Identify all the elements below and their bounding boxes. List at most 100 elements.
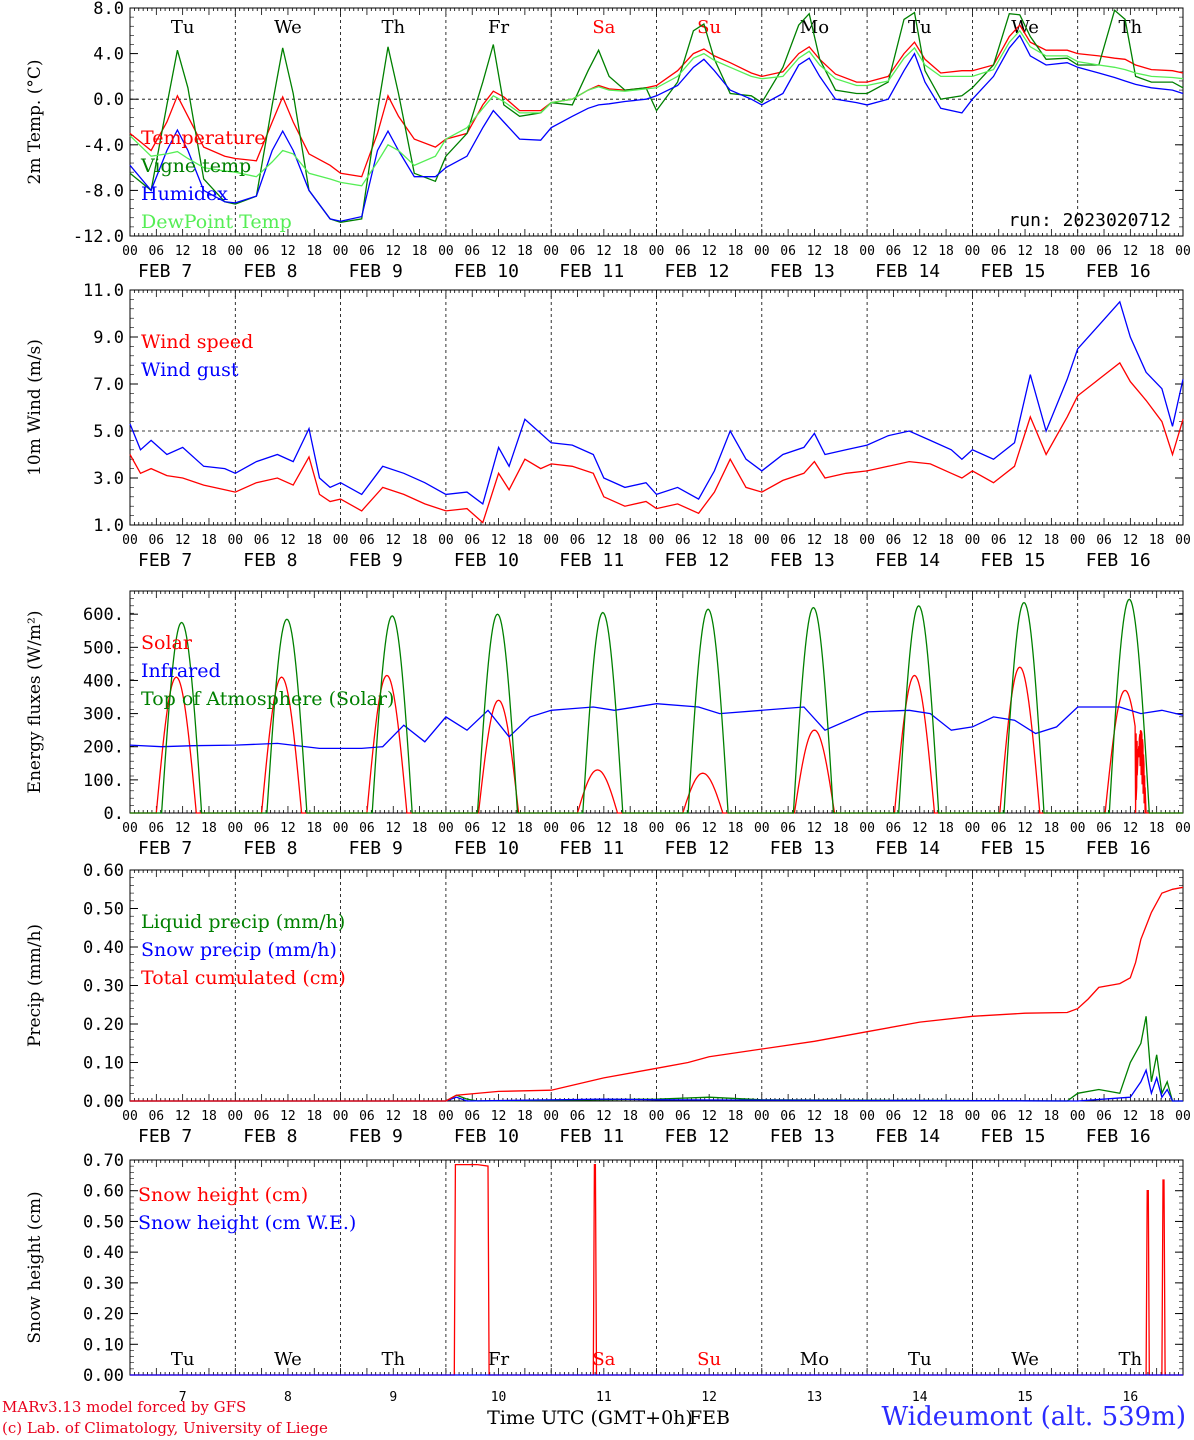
date-label: FEB 12 [665, 838, 730, 859]
date-label: FEB 10 [454, 261, 519, 282]
hour-label: 00 [543, 821, 559, 836]
hour-label: 18 [1149, 533, 1165, 548]
hour-label: 00 [333, 244, 349, 259]
hour-label: 12 [596, 533, 612, 548]
hour-label: 18 [201, 533, 217, 548]
hour-label: 00 [1175, 533, 1191, 548]
hour-label: 00 [649, 821, 665, 836]
y-tick-label: 0.30 [83, 1274, 124, 1294]
hour-label: 12 [385, 1109, 401, 1124]
run-annotation: run: 2023020712 [1008, 210, 1171, 231]
hour-label: 18 [938, 821, 954, 836]
hour-label: 12 [1123, 821, 1139, 836]
y-tick-label: 0.60 [83, 861, 124, 881]
hour-label: 18 [201, 244, 217, 259]
hour-label: 06 [1096, 244, 1112, 259]
hour-label: 12 [701, 1109, 717, 1124]
y-tick-label: 0.40 [83, 1243, 124, 1263]
hour-label: 18 [938, 1109, 954, 1124]
date-label: FEB 16 [1086, 550, 1151, 571]
lab-credit: (c) Lab. of Climatology, University of L… [2, 1419, 328, 1437]
hour-label: 18 [412, 533, 428, 548]
hour-label: 18 [1044, 244, 1060, 259]
hour-label: 12 [385, 244, 401, 259]
date-label: FEB 13 [770, 261, 835, 282]
hour-label: 00 [543, 244, 559, 259]
hour-label: 12 [701, 533, 717, 548]
hour-label: 18 [728, 821, 744, 836]
series-line-infrared [129, 703, 1184, 750]
hour-label: 12 [1123, 244, 1139, 259]
date-label: FEB 8 [243, 550, 297, 571]
y-tick-label: 200. [83, 738, 124, 758]
date-label: FEB 7 [138, 1126, 192, 1147]
y-tick-label: 0.20 [83, 1305, 124, 1325]
hour-label: 18 [306, 244, 322, 259]
y-tick-label: 0.70 [83, 1151, 124, 1171]
hour-label: 18 [412, 821, 428, 836]
hour-label: 00 [1070, 1109, 1086, 1124]
series-line-wind-gust [129, 300, 1184, 505]
hour-label: 00 [543, 1109, 559, 1124]
hour-label: 06 [570, 1109, 586, 1124]
hour-label: 12 [1123, 1109, 1139, 1124]
day-number: 10 [491, 1390, 507, 1405]
hour-label: 12 [1017, 1109, 1033, 1124]
y-axis-label: 2m Temp. (°C) [25, 59, 45, 184]
y-tick-label: 0.20 [83, 1015, 124, 1035]
day-number: 13 [807, 1390, 823, 1405]
hour-label: 06 [780, 821, 796, 836]
hour-label: 06 [886, 821, 902, 836]
y-axis-label: 10m Wind (m/s) [25, 339, 45, 476]
hour-label: 06 [254, 821, 270, 836]
hour-label: 12 [175, 533, 191, 548]
hour-label: 18 [306, 533, 322, 548]
legend-entry: Total cumulated (cm) [141, 967, 346, 989]
hour-label: 00 [122, 244, 138, 259]
day-number: 9 [389, 1390, 397, 1405]
legend-entry: Liquid precip (mm/h) [141, 911, 345, 933]
y-tick-label: 100. [83, 771, 124, 791]
hour-label: 06 [148, 1109, 164, 1124]
y-tick-label: 500. [83, 638, 124, 658]
hour-label: 06 [780, 1109, 796, 1124]
date-label: FEB 15 [980, 838, 1045, 859]
hour-label: 00 [438, 821, 454, 836]
hour-label: 18 [622, 1109, 638, 1124]
hour-label: 06 [886, 1109, 902, 1124]
date-label: FEB 7 [138, 838, 192, 859]
hour-label: 00 [859, 244, 875, 259]
hour-label: 12 [912, 244, 928, 259]
y-tick-label: 0.0 [93, 90, 124, 110]
hour-label: 00 [649, 533, 665, 548]
hour-label: 06 [570, 533, 586, 548]
hour-label: 00 [859, 533, 875, 548]
station-title: Wideumont (alt. 539m) [881, 1402, 1186, 1432]
hour-label: 00 [965, 1109, 981, 1124]
hour-label: 06 [675, 533, 691, 548]
hour-label: 06 [780, 244, 796, 259]
date-label: FEB 11 [559, 550, 624, 571]
y-tick-label: 0.10 [83, 1054, 124, 1074]
date-label: FEB 16 [1086, 261, 1151, 282]
hour-label: 06 [148, 533, 164, 548]
hour-label: 00 [122, 533, 138, 548]
hour-label: 12 [385, 533, 401, 548]
date-label: FEB 8 [243, 1126, 297, 1147]
hour-label: 12 [1017, 533, 1033, 548]
weekday-label: Tu [171, 17, 195, 38]
series-line-solar [130, 666, 1183, 814]
y-tick-label: -4.0 [83, 136, 124, 156]
date-label: FEB 15 [980, 261, 1045, 282]
hour-label: 12 [596, 821, 612, 836]
hour-label: 00 [438, 533, 454, 548]
date-label: FEB 9 [349, 261, 403, 282]
hour-label: 00 [1175, 821, 1191, 836]
date-label: FEB 14 [875, 550, 940, 571]
weekday-label: Tu [908, 1349, 932, 1370]
weekday-label: Su [697, 17, 721, 38]
y-tick-label: 1.0 [93, 516, 124, 536]
date-label: FEB 16 [1086, 1126, 1151, 1147]
series-line-liquid-precip-mm-h- [130, 1016, 1183, 1102]
